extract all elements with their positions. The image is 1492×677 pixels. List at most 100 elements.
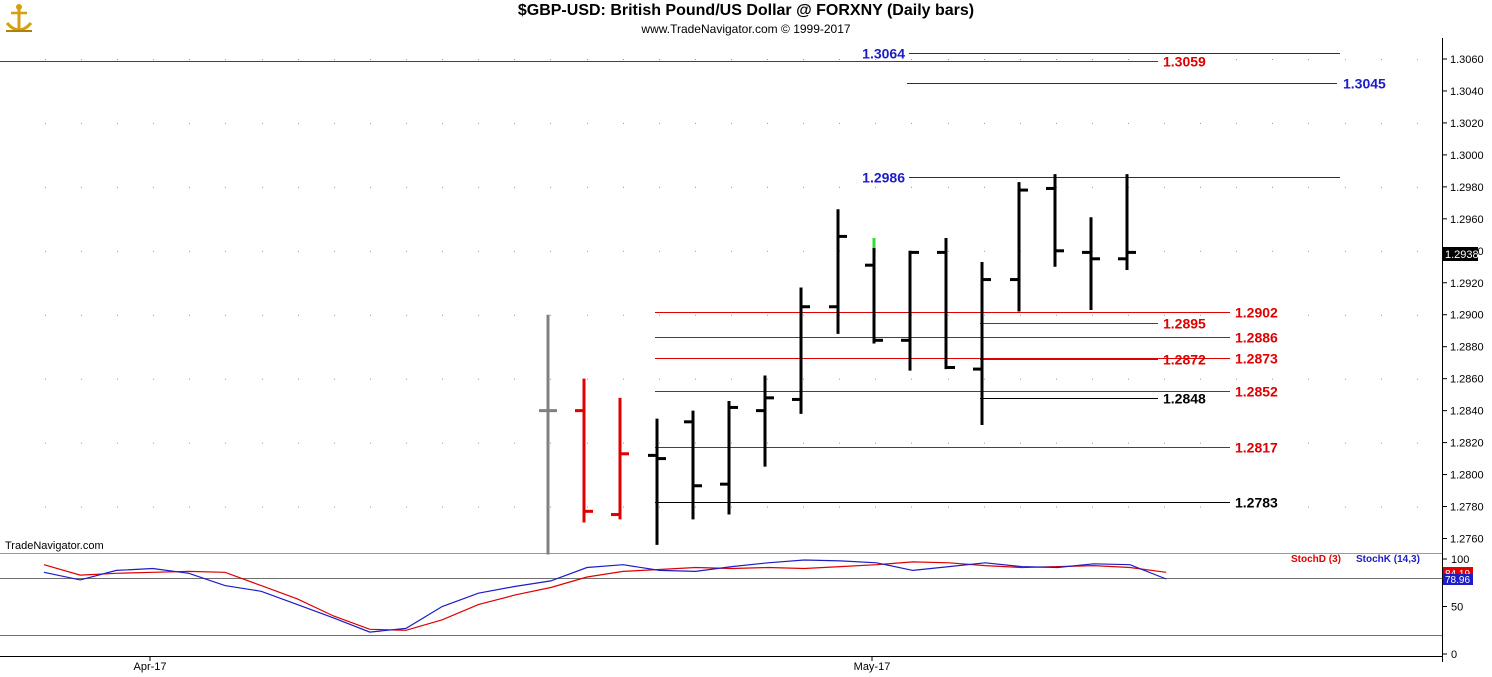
- grid-dot: [117, 250, 118, 252]
- level-label: 1.2817: [1235, 440, 1278, 456]
- grid-dot: [948, 122, 949, 124]
- grid-dot: [514, 442, 515, 444]
- grid-dot: [1200, 122, 1201, 124]
- grid-dot: [117, 378, 118, 380]
- level-label: 1.2902: [1235, 305, 1278, 321]
- price-tick-label: 1.2760: [1450, 534, 1484, 546]
- grid-dot: [1164, 250, 1165, 252]
- grid-dot: [767, 378, 768, 380]
- grid-dot: [623, 59, 624, 60]
- grid-dot: [442, 314, 443, 316]
- grid-dot: [695, 59, 696, 60]
- grid-dot: [1417, 506, 1418, 508]
- ohlc-bar: [865, 238, 883, 344]
- grid-dot: [370, 186, 371, 188]
- grid-dot: [442, 59, 443, 60]
- price-tick-label: 1.2980: [1450, 182, 1484, 194]
- grid-dot: [1128, 314, 1129, 316]
- grid-dot: [117, 506, 118, 508]
- grid-dot: [45, 378, 46, 380]
- grid-dot: [117, 186, 118, 188]
- grid-dot: [587, 506, 588, 508]
- grid-dot: [695, 314, 696, 316]
- grid-dot: [1092, 186, 1093, 188]
- grid-dot: [298, 59, 299, 60]
- grid-dot: [442, 186, 443, 188]
- grid-dot: [406, 314, 407, 316]
- grid-dot: [153, 506, 154, 508]
- price-tick-label: 1.2920: [1450, 278, 1484, 290]
- grid-dot: [406, 59, 407, 60]
- grid-dot: [153, 442, 154, 444]
- grid-dot: [550, 186, 551, 188]
- grid-dot: [189, 250, 190, 252]
- grid-dot: [262, 186, 263, 188]
- grid-dot: [1417, 59, 1418, 60]
- ohlc-bar: [648, 418, 666, 545]
- grid-dot: [659, 186, 660, 188]
- grid-dot: [262, 506, 263, 508]
- ohlc-bar: [829, 209, 847, 334]
- grid-dot: [1272, 122, 1273, 124]
- grid-dot: [587, 442, 588, 444]
- grid-dot: [839, 59, 840, 60]
- grid-dot: [478, 59, 479, 60]
- ohlc-bar: [1118, 174, 1136, 270]
- chart-title: $GBP-USD: British Pound/US Dollar @ FORX…: [517, 2, 975, 19]
- grid-dot: [911, 506, 912, 508]
- grid-dot: [731, 314, 732, 316]
- grid-dot: [1092, 378, 1093, 380]
- price-tick-label: 1.3060: [1450, 54, 1484, 66]
- grid-dot: [659, 122, 660, 124]
- grid-dot: [731, 186, 732, 188]
- grid-dot: [225, 186, 226, 188]
- grid-dot: [550, 314, 551, 316]
- price-tick-label: 1.2800: [1450, 470, 1484, 482]
- grid-dot: [45, 186, 46, 188]
- grid-dot: [767, 186, 768, 188]
- grid-dot: [803, 59, 804, 60]
- grid-dot: [406, 250, 407, 252]
- grid-dot: [81, 186, 82, 188]
- grid-dot: [1128, 442, 1129, 444]
- level-label: 1.2986: [862, 170, 905, 186]
- stochd-line: [43, 561, 1167, 631]
- grid-dot: [1092, 314, 1093, 316]
- grid-dot: [442, 122, 443, 124]
- grid-dot: [117, 59, 118, 60]
- grid-dot: [442, 378, 443, 380]
- grid-dot: [262, 250, 263, 252]
- grid-dot: [298, 506, 299, 508]
- grid-dot: [225, 59, 226, 60]
- grid-dot: [1200, 186, 1201, 188]
- grid-dot: [153, 186, 154, 188]
- grid-dot: [550, 378, 551, 380]
- grid-dot: [948, 314, 949, 316]
- grid-dot: [731, 506, 732, 508]
- grid-dot: [1381, 59, 1382, 60]
- grid-dot: [875, 122, 876, 124]
- grid-dot: [803, 250, 804, 252]
- grid-dot: [81, 59, 82, 60]
- time-tick-label: May-17: [854, 661, 891, 673]
- grid-dot: [334, 250, 335, 252]
- grid-dot: [587, 122, 588, 124]
- grid-dot: [1236, 506, 1237, 508]
- grid-dot: [1164, 186, 1165, 188]
- grid-dot: [623, 442, 624, 444]
- grid-dot: [623, 314, 624, 316]
- grid-dot: [948, 59, 949, 60]
- grid-dot: [1020, 442, 1021, 444]
- grid-dot: [948, 186, 949, 188]
- grid-dot: [225, 378, 226, 380]
- grid-dot: [623, 186, 624, 188]
- price-tick-label: 1.3040: [1450, 86, 1484, 98]
- grid-dot: [334, 378, 335, 380]
- grid-dot: [1308, 378, 1309, 380]
- level-label: 1.3045: [1343, 76, 1386, 92]
- ohlc-bar: [973, 261, 991, 426]
- grid-dot: [478, 250, 479, 252]
- ohlc-bar: [720, 401, 738, 515]
- grid-dot: [1092, 122, 1093, 124]
